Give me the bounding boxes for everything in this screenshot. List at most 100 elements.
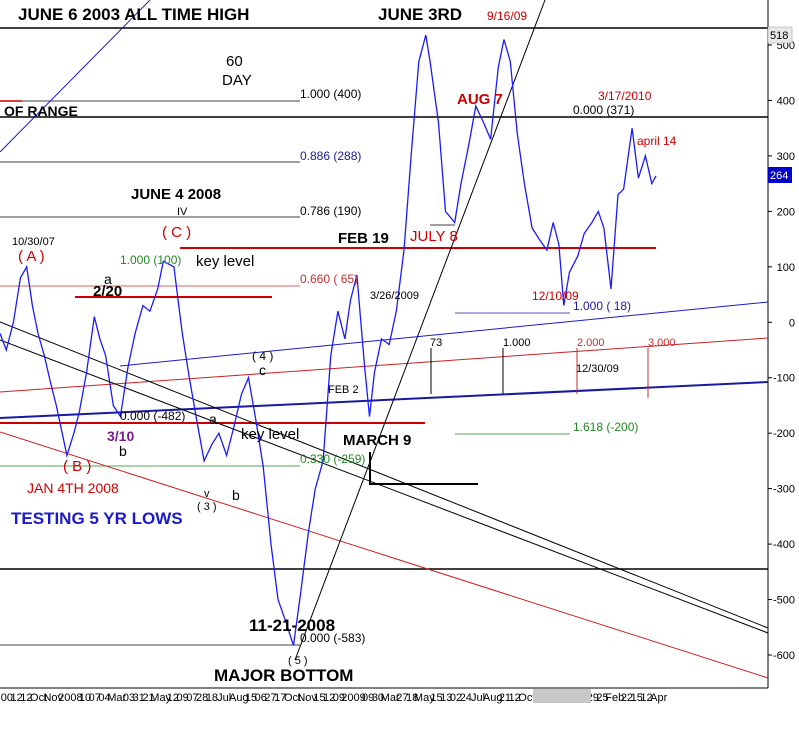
x-tick-label: Mar (107, 692, 126, 704)
note-sep16: 9/16/09 (487, 9, 527, 23)
fib-label-0660: 0.660 ( 65) (300, 272, 358, 286)
trendline-black-falling-1 (0, 321, 769, 629)
fib-label-1000-18: 1.000 ( 18) (573, 299, 631, 313)
x-tick-label: 28 (196, 692, 208, 704)
fib-label-1000-100: 1.000 (100) (120, 253, 181, 267)
x-tick-label: 10 (79, 692, 91, 704)
y-tick-label: 100 (777, 262, 795, 274)
note-key-level-mid: key level (241, 426, 299, 443)
x-tick-label: 22 (621, 692, 633, 704)
y-tick-label: 400 (777, 95, 795, 107)
wave-b-left: b (119, 443, 127, 459)
x-tick-label: 27 (396, 692, 408, 704)
x-tick-label: May (150, 692, 171, 704)
note-mar17-2010: 3/17/2010 (598, 89, 652, 103)
note-june6: JUNE 6 2003 ALL TIME HIGH (18, 5, 249, 24)
x-tick-label: 09 (177, 692, 189, 704)
x-tick-label: Nov (297, 692, 317, 704)
note-july8: JULY 8 (410, 228, 458, 245)
note-day: DAY (222, 72, 252, 89)
wave-c-mid: c (259, 362, 266, 378)
x-tick-label: Oct (284, 692, 301, 704)
note-dec30-09: 12/30/09 (576, 363, 619, 375)
note-60: 60 (226, 53, 243, 70)
x-tick-label: Aug (483, 692, 503, 704)
proj-label-3000: 3.000 (648, 337, 676, 349)
x-tick-label: 06 (255, 692, 267, 704)
trendline-red-rising (0, 337, 769, 393)
note-dec10-09: 12/10/09 (532, 289, 579, 303)
date-highlight (533, 689, 591, 703)
fib-label-0000-482: 0.000 (-482) (120, 409, 185, 423)
fib-label-1000-400: 1.000 (400) (300, 87, 361, 101)
wave-B: ( B ) (63, 458, 91, 475)
trendline-black-falling-2 (0, 339, 769, 634)
fib-label-0786: 0.786 (190) (300, 204, 361, 218)
x-tick-label: 09 (362, 692, 374, 704)
march9-bracket (369, 452, 478, 485)
x-tick-label: 12 (11, 692, 23, 704)
note-aug7: AUG 7 (457, 91, 503, 108)
x-tick-label: 12 (509, 692, 521, 704)
x-tick-label: Aug (229, 692, 249, 704)
x-tick-label: Apr (650, 692, 667, 704)
note-oct30-07: 10/30/07 (12, 236, 55, 248)
fib-label-0000-583: 0.000 (-583) (300, 631, 365, 645)
x-tick-label: 04 (98, 692, 110, 704)
x-tick-label: 27 (264, 692, 276, 704)
x-tick-label: 17 (274, 692, 286, 704)
wave-v: v (204, 488, 210, 500)
y-tick-label: -100 (773, 373, 795, 385)
note-nov21-2008: 11-21-2008 (249, 616, 335, 635)
proj-label-1000: 1.000 (503, 337, 531, 349)
note-mar26-2009: 3/26/2009 (370, 290, 419, 302)
trendline-red-falling (0, 431, 769, 679)
x-tick-label: 21 (499, 692, 511, 704)
x-tick-label: 2008 (58, 692, 82, 704)
note-of-range: OF RANGE (4, 103, 78, 119)
x-tick-label: 18 (406, 692, 418, 704)
x-tick-label: 07 (89, 692, 101, 704)
x-tick-label: 2009 (341, 692, 365, 704)
x-tick-label: 15 (245, 692, 257, 704)
wave-4: ( 4 ) (252, 349, 273, 363)
x-tick-label: 09 (333, 692, 345, 704)
note-mar10: 3/10 (107, 428, 134, 444)
x-tick-label: Nov (43, 692, 63, 704)
x-tick-label: 03 (123, 692, 135, 704)
proj-label-73: 73 (430, 337, 442, 349)
note-feb2: FEB 2 (328, 384, 359, 396)
y-tick-label: 0 (789, 317, 795, 329)
wave-a-mid: a (209, 411, 217, 427)
y-tick-label: 200 (777, 206, 795, 218)
x-tick-label: May (414, 692, 435, 704)
wave-b-mid: b (232, 487, 240, 503)
note-feb20: 2/20 (93, 283, 122, 300)
x-tick-label: Jul (217, 692, 231, 704)
note-key-level-top: key level (196, 253, 254, 270)
x-tick-label: 12 (640, 692, 652, 704)
x-tick-label: 13 (440, 692, 452, 704)
y-tick-label: -600 (773, 650, 795, 662)
x-tick-label: 00 (1, 692, 13, 704)
proj-label-2000: 2.000 (577, 337, 605, 349)
x-tick-label: 02 (450, 692, 462, 704)
trendline-black-steep (294, 0, 546, 661)
top-value-badge (767, 26, 793, 44)
y-tick-label: -200 (773, 428, 795, 440)
x-tick-label: 12 (20, 692, 32, 704)
x-tick-label: 18 (206, 692, 218, 704)
last-value-label: 264 (770, 170, 788, 182)
note-testing-lows: TESTING 5 YR LOWS (11, 509, 183, 528)
x-tick-label: 12 (323, 692, 335, 704)
x-tick-label: 15 (430, 692, 442, 704)
x-tick-label: Feb (605, 692, 624, 704)
top-value-label: 518 (770, 30, 788, 42)
wave-A: ( A ) (18, 248, 45, 265)
wave-3: ( 3 ) (197, 501, 217, 513)
fib-label-1618: 1.618 (-200) (573, 420, 638, 434)
wave-5: ( 5 ) (288, 655, 308, 667)
x-tick-label: 15 (631, 692, 643, 704)
